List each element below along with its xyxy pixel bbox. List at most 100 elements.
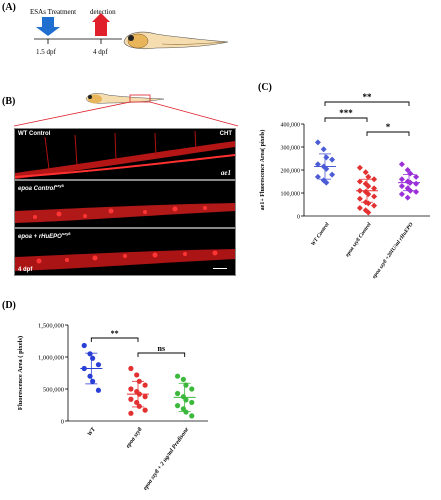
data-point: [323, 165, 330, 172]
fluorescence-signal: [15, 130, 235, 179]
significance-label: **: [111, 329, 119, 338]
data-point: [81, 342, 87, 349]
data-point: [365, 183, 372, 190]
data-point: [356, 195, 363, 202]
y-axis-label: Fluorescence Area ( pixels): [17, 336, 24, 410]
data-point: [174, 373, 181, 379]
zebrafish-larva-small-icon: [85, 93, 165, 104]
panel-a-label: (A): [2, 2, 16, 13]
significance-bracket: [324, 101, 410, 106]
data-point: [413, 173, 420, 180]
data-point: [134, 372, 140, 378]
panel-c-label: (C): [258, 82, 272, 93]
x-category-label: epoa szy8: [125, 427, 143, 450]
zebrafish-larva-icon: [123, 31, 229, 50]
data-point: [371, 202, 378, 209]
image-label: epoa + rHuEPOszy8: [18, 231, 71, 240]
significance-label: *: [386, 122, 391, 132]
x-category-label: WT Control: [310, 221, 331, 247]
data-point: [398, 161, 405, 168]
data-point: [371, 193, 378, 200]
data-point: [371, 176, 378, 183]
image-label: WT Control: [18, 131, 51, 137]
data-point: [95, 387, 102, 393]
scale-bar: [213, 268, 227, 269]
data-point: [398, 191, 405, 198]
significance-label: ns: [158, 344, 166, 353]
microscopy-image-mutant: epoa Controlszy8: [14, 180, 236, 228]
x-category-label: epoa szy8 + 2 ug/ml Predisone: [142, 426, 190, 491]
data-point: [404, 167, 411, 173]
data-point: [90, 378, 96, 384]
data-point: [128, 386, 134, 392]
y-tick-label: 400,000: [281, 123, 301, 129]
panel-b-label: (B): [2, 96, 16, 107]
x-category-label: epoa szy8 Control: [345, 221, 373, 258]
data-point: [362, 180, 369, 187]
time-1-label: 1.5 dpf: [36, 48, 57, 56]
data-point: [398, 176, 405, 183]
fluorescence-signal: [15, 203, 235, 223]
data-point: [356, 178, 363, 185]
y-tick-label: 200,000: [281, 169, 301, 175]
data-point: [180, 376, 186, 382]
data-point: [183, 397, 189, 403]
significance-bracket: [324, 117, 368, 122]
significance-label: ***: [339, 108, 353, 118]
fluorescence-signal: [15, 249, 235, 271]
significance-bracket: [366, 131, 410, 136]
detection-arrow: [92, 13, 110, 36]
data-point: [87, 373, 93, 379]
microscopy-image-rhuepo: epoa + rHuEPOszy8 4 dpf: [14, 228, 236, 276]
data-point: [314, 139, 321, 146]
y-tick-label: 1,000,000: [38, 355, 64, 362]
microscopy-image-wt: WT Control CHT ae1: [14, 128, 236, 180]
panel-d-label: (D): [2, 300, 16, 311]
data-point: [174, 403, 181, 409]
data-point: [142, 382, 148, 388]
data-point: [87, 351, 93, 357]
data-point: [413, 188, 420, 195]
gene-label: ae1: [220, 169, 231, 177]
data-point: [142, 394, 148, 400]
data-point: [314, 173, 321, 180]
data-point: [356, 164, 363, 171]
image-label: epoa Controlszy8: [18, 183, 64, 192]
detection-label: detection: [90, 8, 116, 16]
data-point: [189, 399, 195, 406]
y-tick-label: 0: [61, 419, 64, 426]
treatment-label: ESAs Treatment: [30, 8, 76, 16]
significance-bracket: [137, 352, 186, 357]
data-point: [128, 365, 134, 372]
data-point: [323, 154, 330, 161]
y-tick-label: 0: [297, 215, 300, 221]
data-point: [320, 146, 327, 153]
time-2-label: 4 dpf: [93, 48, 108, 56]
data-point: [356, 204, 363, 211]
data-point: [362, 169, 369, 176]
data-point: [365, 173, 372, 180]
data-point: [398, 183, 405, 190]
data-point: [323, 179, 330, 186]
data-point: [413, 180, 420, 187]
data-point: [365, 209, 372, 216]
y-tick-label: 1,500,000: [38, 323, 64, 330]
y-axis-label: ae1+ Fluorescence Area( pixels): [259, 130, 266, 211]
timeline-diagram: ESAs Treatment detection 1.5 dpf 4 dpf: [30, 8, 229, 56]
data-point: [329, 156, 336, 163]
significance-bracket: [90, 337, 139, 342]
treatment-arrow: [36, 17, 60, 36]
data-point: [183, 409, 189, 415]
data-point: [90, 355, 96, 361]
data-point: [404, 185, 411, 192]
cht-label: CHT: [219, 131, 232, 137]
y-tick-label: 300,000: [281, 146, 301, 152]
data-point: [329, 171, 336, 178]
larva-zoom-diagram: [13, 93, 239, 127]
significance-label: **: [363, 92, 373, 102]
x-category-label: WT: [87, 426, 97, 437]
y-tick-label: 100,000: [281, 192, 301, 198]
data-point: [314, 161, 321, 168]
data-point: [365, 191, 372, 198]
data-point: [174, 390, 181, 397]
